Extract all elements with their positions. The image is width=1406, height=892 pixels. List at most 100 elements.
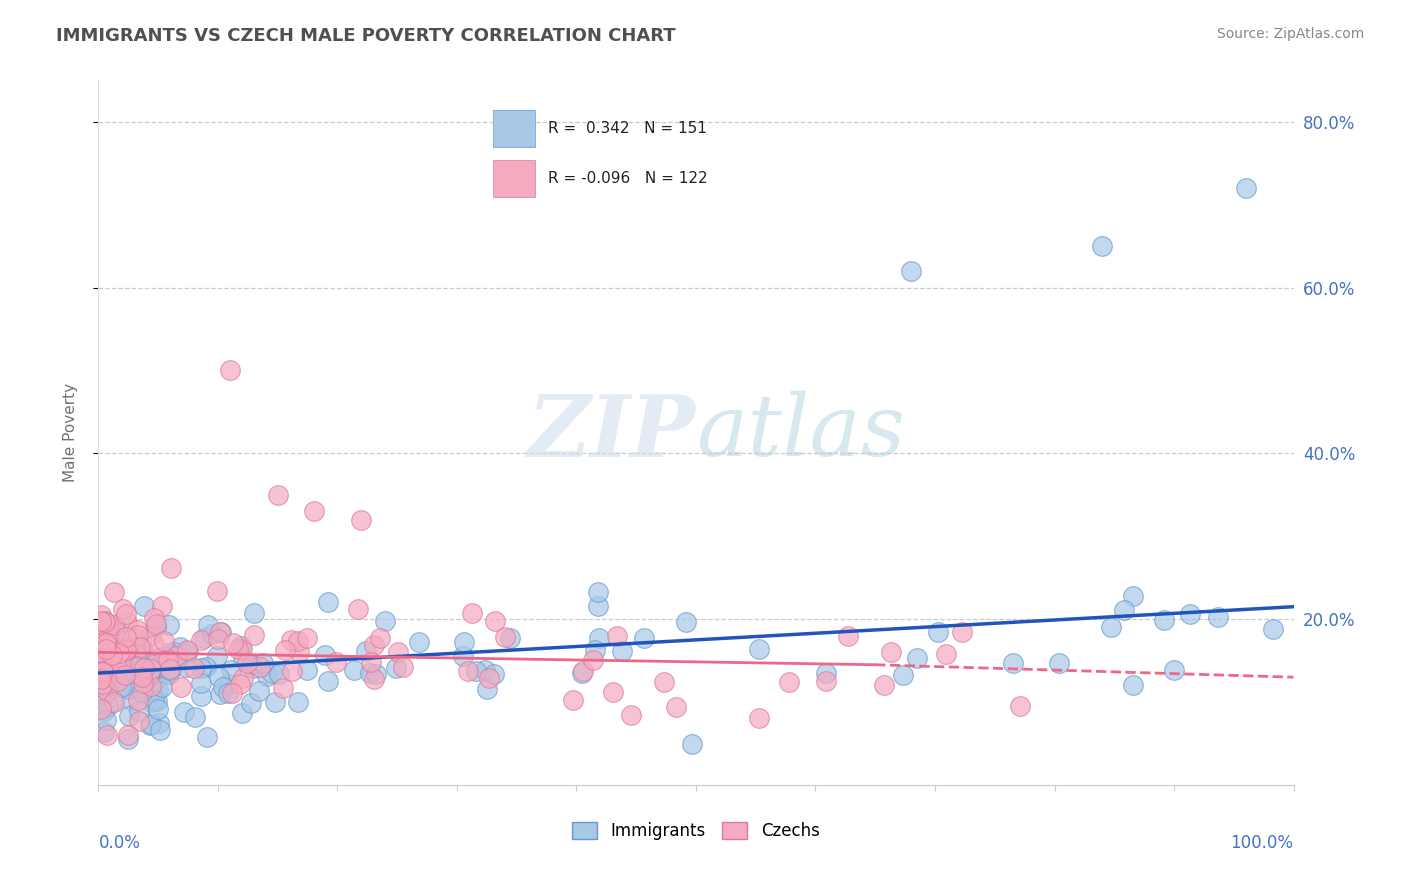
Point xyxy=(461,606,484,620)
Point xyxy=(160,560,183,574)
Point xyxy=(226,642,249,657)
Point xyxy=(125,632,148,646)
Point xyxy=(183,661,205,675)
Point xyxy=(748,711,770,725)
Point xyxy=(91,661,114,675)
Point xyxy=(173,705,195,719)
Point xyxy=(146,694,169,708)
Point xyxy=(457,664,479,678)
Point xyxy=(280,633,302,648)
Point xyxy=(148,715,170,730)
Point xyxy=(1091,239,1114,253)
Point xyxy=(197,618,219,632)
Point xyxy=(139,662,162,676)
Point xyxy=(90,614,112,628)
Point xyxy=(392,660,415,674)
Point xyxy=(408,634,430,648)
Point xyxy=(190,675,212,690)
Point xyxy=(190,633,212,648)
Point xyxy=(128,714,150,728)
Point xyxy=(385,661,408,675)
Point xyxy=(873,677,896,691)
Point xyxy=(122,666,145,681)
Point xyxy=(177,644,200,658)
Point xyxy=(117,731,139,746)
Point xyxy=(778,675,800,690)
Point xyxy=(91,664,114,678)
Point xyxy=(94,615,117,629)
Point xyxy=(94,639,117,653)
Point xyxy=(93,634,115,648)
Point xyxy=(103,695,125,709)
Point xyxy=(103,585,125,599)
Point xyxy=(157,667,180,681)
Point xyxy=(149,723,172,738)
Point xyxy=(229,677,252,691)
Point xyxy=(138,718,160,732)
Point xyxy=(93,681,115,696)
Point xyxy=(124,640,146,654)
Point xyxy=(162,659,184,673)
Point xyxy=(586,585,609,599)
Point xyxy=(93,676,115,690)
Point xyxy=(129,640,152,655)
Point xyxy=(128,705,150,719)
Text: atlas: atlas xyxy=(696,392,905,474)
Point xyxy=(1234,181,1257,195)
Point xyxy=(103,617,125,632)
Point xyxy=(219,363,242,377)
Point xyxy=(194,659,217,673)
Point xyxy=(1010,698,1032,713)
Point xyxy=(101,629,124,643)
Text: ZIP: ZIP xyxy=(529,391,696,475)
Point xyxy=(114,668,136,682)
Point xyxy=(157,617,180,632)
Point xyxy=(588,599,610,614)
Point xyxy=(115,643,138,657)
Y-axis label: Male Poverty: Male Poverty xyxy=(63,383,77,483)
Point xyxy=(153,650,176,665)
Point xyxy=(146,683,169,698)
Point xyxy=(219,663,242,677)
Point xyxy=(112,679,135,693)
Point xyxy=(150,599,173,614)
Point xyxy=(143,676,166,690)
Point xyxy=(571,664,593,678)
Point xyxy=(190,661,212,675)
Point xyxy=(94,650,117,665)
Point xyxy=(232,671,254,685)
Point xyxy=(110,643,132,657)
Point xyxy=(295,631,318,645)
Point xyxy=(287,695,309,709)
Point xyxy=(195,730,218,744)
Point xyxy=(1122,678,1144,692)
Point xyxy=(561,692,583,706)
Point xyxy=(131,670,153,684)
Point xyxy=(252,656,274,670)
Point xyxy=(96,641,118,656)
Point xyxy=(118,709,141,723)
Point xyxy=(217,685,239,699)
Point xyxy=(170,681,193,695)
Point xyxy=(748,642,770,657)
Point xyxy=(159,662,181,676)
Point xyxy=(359,665,381,680)
Point xyxy=(146,652,169,666)
Point xyxy=(364,666,387,681)
Point xyxy=(935,648,957,662)
Point xyxy=(162,653,184,667)
Point xyxy=(96,683,118,698)
Text: Source: ZipAtlas.com: Source: ZipAtlas.com xyxy=(1216,27,1364,41)
Point xyxy=(94,615,117,630)
Point xyxy=(271,681,294,695)
Point xyxy=(612,643,634,657)
Point xyxy=(247,684,270,698)
Point xyxy=(100,646,122,660)
Point xyxy=(927,625,949,640)
Point xyxy=(165,649,187,664)
Point xyxy=(138,667,160,681)
Point xyxy=(101,673,124,688)
Point xyxy=(682,737,704,751)
Point xyxy=(125,648,148,662)
Point xyxy=(94,713,117,727)
